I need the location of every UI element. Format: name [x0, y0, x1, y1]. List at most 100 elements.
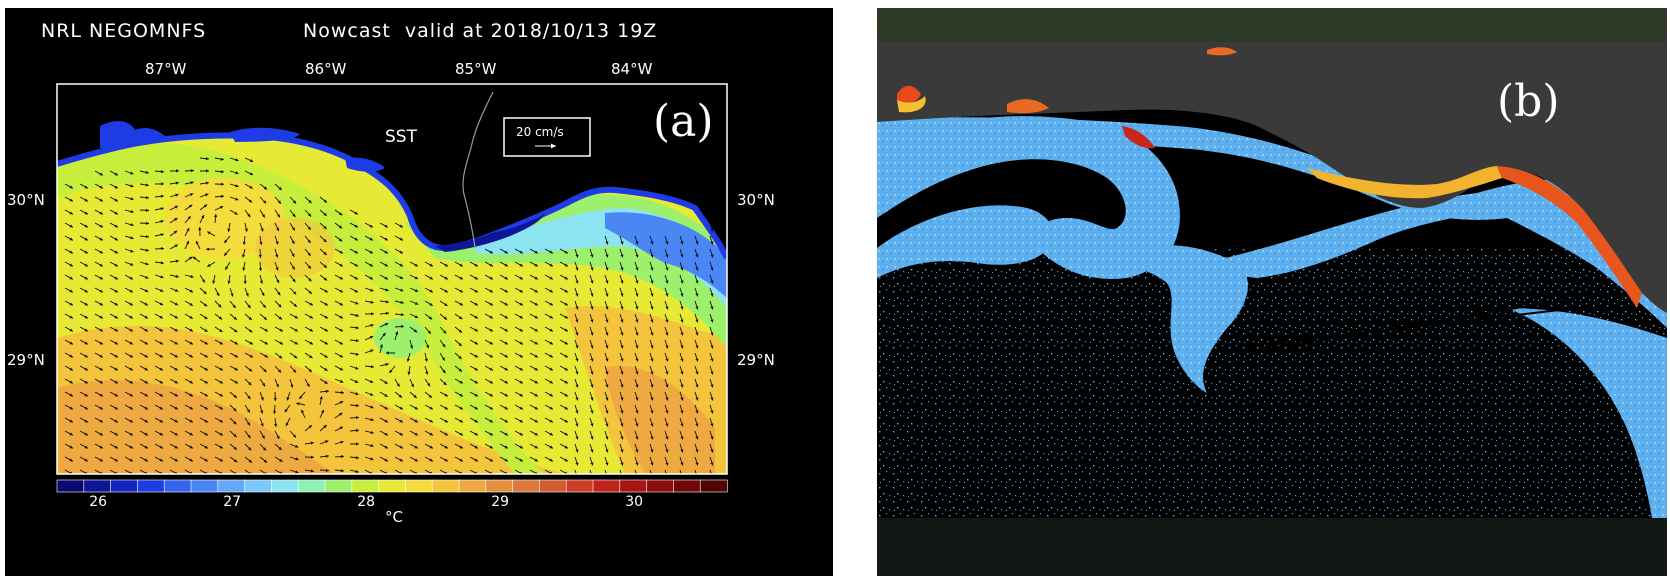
current-vector-head: [428, 394, 432, 398]
current-vector: [709, 469, 712, 474]
current-vector-head: [564, 289, 568, 293]
current-vector-head: [204, 341, 208, 345]
current-vector-head: [114, 276, 118, 280]
current-vector-head: [114, 224, 118, 228]
current-vector-head: [212, 280, 216, 284]
current-vector-head: [174, 288, 179, 292]
colorbar-segment: [405, 479, 433, 493]
current-vector-head: [489, 289, 493, 293]
current-vector-head: [384, 445, 388, 449]
current-vector-head: [710, 345, 714, 349]
current-vector-head: [84, 419, 88, 423]
current-vector-head: [245, 293, 249, 297]
current-vector-head: [323, 225, 327, 230]
current-vector-head: [489, 380, 493, 384]
current-vector-head: [382, 332, 386, 337]
current-vector-head: [145, 275, 149, 279]
current-vector-head: [534, 276, 538, 280]
current-vector-head: [84, 367, 88, 371]
current-vector-head: [307, 213, 312, 217]
current-vector-head: [680, 345, 684, 349]
current-vector-head: [190, 181, 194, 185]
current-vector-head: [84, 393, 88, 397]
current-vector-head: [620, 462, 624, 466]
current-vector-head: [69, 302, 73, 306]
current-vector-head: [248, 459, 252, 463]
current-vector-head: [325, 454, 329, 458]
current-vector-head: [575, 319, 579, 323]
current-vector: [244, 469, 252, 474]
current-vector-head: [263, 368, 267, 373]
current-vector-head: [319, 396, 323, 400]
current-vector-head: [369, 250, 373, 254]
current-vector-head: [620, 241, 624, 245]
current-vector-head: [389, 369, 393, 373]
scale-vector-label: 20 cm/s: [516, 125, 564, 139]
current-vector-head: [219, 419, 223, 423]
current-vector-head: [414, 263, 418, 267]
current-vector-head: [114, 237, 118, 241]
current-vector-head: [564, 432, 568, 436]
current-vector-head: [665, 358, 669, 362]
current-vector-head: [489, 250, 493, 254]
current-vector-head: [549, 432, 553, 436]
current-vector-head: [680, 267, 684, 271]
coastal-water-south: [1507, 308, 1667, 518]
current-vector-head: [549, 406, 553, 410]
current-vector-head: [114, 328, 118, 332]
current-vector-head: [293, 355, 298, 359]
state-border: [462, 91, 494, 249]
current-vector-head: [354, 224, 358, 228]
current-vector-head: [665, 423, 669, 427]
current-vector-head: [69, 237, 73, 241]
current-vector-head: [474, 328, 478, 332]
current-vector-head: [605, 267, 609, 271]
current-vector-head: [276, 279, 280, 284]
current-vector-head: [519, 328, 523, 332]
current-vector-head: [225, 266, 229, 270]
current-vector-head: [189, 289, 193, 293]
current-vector-head: [549, 419, 553, 423]
current-vector-head: [650, 436, 654, 440]
current-vector-head: [710, 436, 714, 440]
current-vector-head: [355, 403, 359, 408]
current-vector-head: [385, 300, 389, 304]
current-vector-head: [665, 397, 669, 401]
current-vector-head: [620, 475, 623, 478]
current-vector-head: [324, 341, 328, 345]
colorbar-segment: [244, 479, 273, 493]
current-vector-head: [278, 355, 283, 359]
current-vector-head: [695, 436, 699, 440]
current-vector-head: [564, 341, 568, 345]
current-vector-head: [205, 181, 209, 185]
current-vector-head: [291, 240, 295, 244]
current-vector-head: [384, 323, 389, 326]
current-vector-head: [354, 211, 358, 215]
current-vector-head: [219, 432, 223, 436]
current-vector-head: [258, 267, 263, 271]
current-vector-head: [290, 384, 294, 388]
current-vector-head: [605, 462, 609, 466]
bay-apalachee: [435, 214, 545, 252]
current-vector-head: [339, 276, 343, 280]
current-vector-head: [69, 250, 73, 254]
current-vector-head: [260, 228, 264, 232]
current-vector-head: [204, 445, 208, 449]
current-vector-head: [307, 226, 311, 230]
current-vector-head: [69, 393, 73, 397]
current-vector-head: [99, 445, 103, 449]
current-vector-head: [259, 280, 263, 284]
current-vector-head: [474, 315, 478, 319]
current-vector: [649, 469, 652, 474]
current-vector-head: [292, 369, 297, 373]
current-vector-head: [695, 371, 699, 375]
current-vector-head: [710, 423, 714, 427]
current-vector-head: [549, 315, 553, 319]
current-vector-head: [275, 254, 279, 258]
current-vector-head: [620, 371, 624, 375]
current-vector-head: [232, 304, 236, 308]
current-vector-head: [575, 436, 579, 440]
current-vector-head: [590, 254, 594, 258]
current-vector-head: [224, 239, 228, 243]
current-vector-head: [429, 276, 433, 280]
